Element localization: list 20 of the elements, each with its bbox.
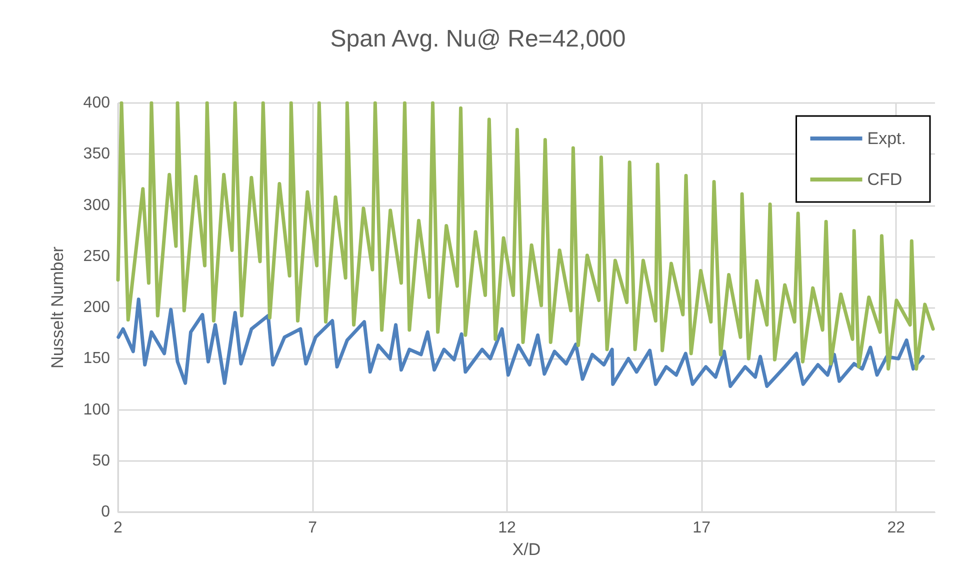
x-tick-label: 7 [308,520,318,536]
y-tick-label: 250 [83,248,110,265]
y-tick-label: 0 [101,504,110,520]
legend-label: Expt. [867,129,906,148]
y-tick-label: 50 [92,452,110,470]
y-axis-title: Nusselt Number [48,246,67,368]
y-tick-label: 100 [83,401,110,418]
chart-title: Span Avg. Nu@ Re=42,000 [330,26,626,52]
x-axis-title: X/D [512,540,541,559]
x-tick-label: 22 [887,520,906,536]
line-series [116,298,925,388]
y-tick-label: 400 [83,94,110,112]
legend-label: CFD [867,170,902,189]
y-tick-label: 350 [83,146,110,163]
x-tick-label: 2 [114,520,123,536]
x-tick-label: 12 [498,520,516,536]
y-tick-label: 150 [83,350,110,368]
x-tick-label: 17 [692,520,711,536]
y-tick-label: 300 [83,196,110,214]
y-tick-label: 200 [83,299,110,316]
